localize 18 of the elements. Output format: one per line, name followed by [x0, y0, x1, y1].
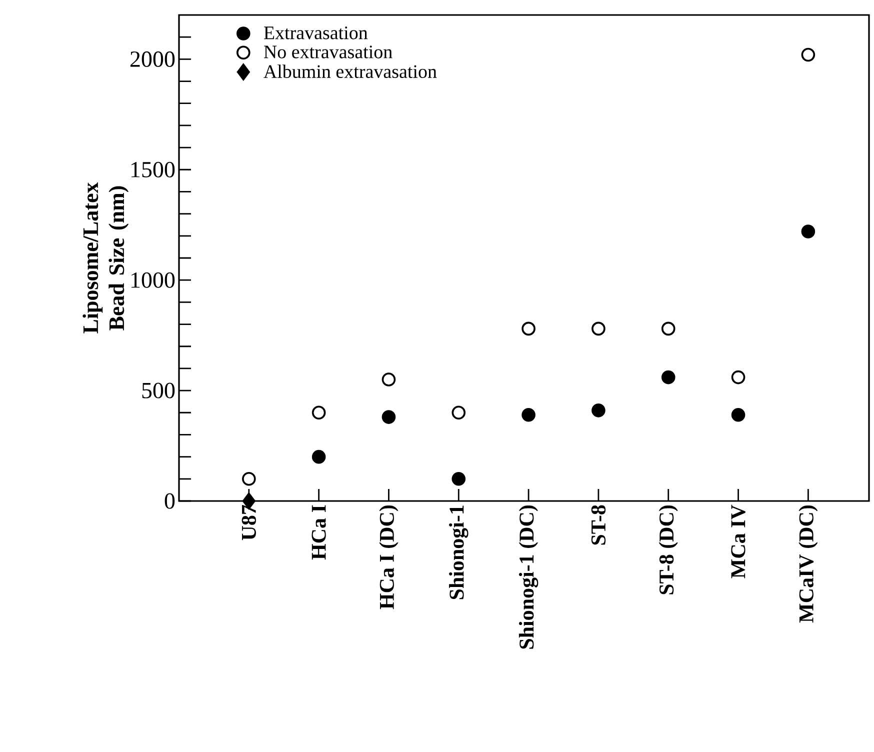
y-tick-label: 1000 [131, 272, 175, 288]
x-tick-label: ST-8 [591, 505, 606, 545]
legend-label: No extravasation [264, 46, 392, 58]
x-tick-label: U87 [242, 505, 256, 540]
x-tick-label: Shionogi-1 (DC) [518, 505, 538, 649]
x-tick-label: ST-8 (DC) [658, 505, 678, 594]
x-tick-label: HCa I (DC) [379, 505, 398, 610]
y-tick-label: 1500 [131, 162, 175, 178]
y-tick-label: 0 [164, 493, 175, 509]
x-tick-label: MCa IV [731, 504, 746, 578]
y-tick-label: 500 [142, 382, 175, 398]
y-axis-title: Liposome/Latex Bead Size (nm) [82, 182, 129, 334]
y-tick-label: 2000 [130, 51, 175, 67]
x-tick-label: MCaIV (DC) [798, 505, 818, 623]
x-tick-label: HCa I [312, 505, 326, 560]
legend-label: Extravasation [264, 26, 368, 40]
x-tick-label: Shionogi-1 [449, 506, 468, 600]
legend-label: Albumin extravasation [264, 64, 437, 78]
